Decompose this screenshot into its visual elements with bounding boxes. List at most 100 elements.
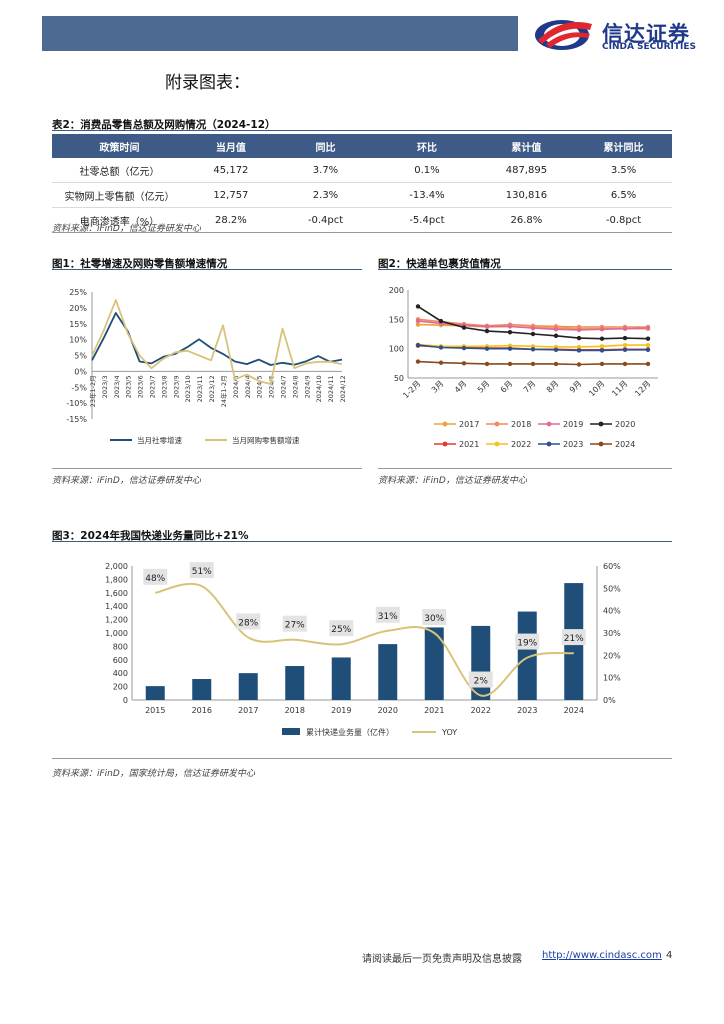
x-tick-label: 2023 xyxy=(517,706,537,715)
col-header: 同比 xyxy=(274,134,377,158)
y-right-tick-label: 0% xyxy=(603,696,616,705)
table-cell: -13.4% xyxy=(376,182,478,208)
series-point xyxy=(507,324,513,329)
data-label: 48% xyxy=(145,574,165,584)
data-label: 25% xyxy=(331,625,351,635)
series-point xyxy=(576,335,582,341)
x-tick-label: 8月 xyxy=(545,379,561,395)
x-tick-label: 2023/7 xyxy=(149,375,157,398)
table-cell: 实物网上零售额（亿元） xyxy=(52,182,188,208)
series-point xyxy=(461,345,467,351)
table-cell: -0.8pct xyxy=(575,207,672,233)
data-label: 21% xyxy=(564,634,584,644)
x-tick-label: 2023/5 xyxy=(125,375,133,398)
fig3-title: 图3：2024年我国快递业务量同比+21% xyxy=(52,530,249,542)
retail-table: 政策时间 当月值 同比 环比 累计值 累计同比 社零总额（亿元） 45,172 … xyxy=(52,134,672,233)
data-label-box xyxy=(236,613,261,630)
y-tick-label: 10% xyxy=(69,336,87,345)
x-tick-label: 1-2月 xyxy=(401,379,422,400)
series-point xyxy=(553,333,559,338)
bar xyxy=(471,625,491,700)
data-label-box xyxy=(468,671,493,688)
x-tick-label: 2024/11 xyxy=(327,375,335,402)
bar xyxy=(192,679,212,700)
x-tick-label: 10月 xyxy=(587,379,606,398)
footer-disclaimer: 请阅读最后一页免责声明及信息披露 xyxy=(362,954,522,965)
table2-title: 表2：消费品零售总额及网购情况（2024-12） xyxy=(52,119,276,131)
x-tick-label: 7月 xyxy=(522,379,538,395)
series-point xyxy=(415,359,421,364)
col-header: 累计同比 xyxy=(575,134,672,158)
col-header: 政策时间 xyxy=(52,134,188,158)
bar xyxy=(145,686,165,700)
x-tick-label: 6月 xyxy=(499,379,515,395)
x-tick-label: 2016 xyxy=(192,706,212,715)
legend-marker xyxy=(598,421,604,427)
data-label-box xyxy=(329,620,354,637)
y-left-tick-label: 200 xyxy=(113,683,128,692)
series-point xyxy=(553,327,559,332)
legend-marker xyxy=(494,441,500,447)
x-tick-label: 2024/7 xyxy=(279,375,287,398)
legend-marker xyxy=(598,441,604,447)
series-point xyxy=(599,344,605,349)
table-cell: 3.7% xyxy=(274,158,377,183)
x-tick-label: 2023/8 xyxy=(160,375,168,398)
series-point xyxy=(576,348,582,353)
x-tick-label: 2023/6 xyxy=(137,375,145,398)
series-point xyxy=(507,346,513,351)
x-tick-label: 2019 xyxy=(331,706,351,715)
y-tick-label: 150 xyxy=(389,315,404,324)
series-point xyxy=(599,361,605,367)
fig1-bottom-rule xyxy=(52,468,362,469)
series-point xyxy=(530,325,536,331)
header-bar xyxy=(42,16,518,51)
x-tick-label: 2021 xyxy=(424,706,444,715)
x-tick-label: 2024/9 xyxy=(303,375,311,398)
legend-label: 当月网购零售额增速 xyxy=(232,435,300,445)
y-left-tick-label: 600 xyxy=(113,656,128,665)
fig2-source: 资料来源：iFinD，信达证券研发中心 xyxy=(378,476,527,486)
y-right-tick-label: 40% xyxy=(603,607,621,616)
fig3-rule xyxy=(52,541,672,542)
fig2-chart: 50 100 150 200 1-2月 3月 4月 5月 6月 7月 8月 9月 10月 11月 12月 20… xyxy=(389,286,658,449)
x-tick-label: 2022 xyxy=(471,706,491,715)
legend-label: 2019 xyxy=(563,420,583,429)
series-point xyxy=(507,361,513,367)
x-tick-label: 2020 xyxy=(378,706,398,715)
y-right-tick-label: 30% xyxy=(603,629,621,638)
data-label: 2% xyxy=(474,677,489,687)
series-point xyxy=(484,328,490,334)
x-tick-label: 11月 xyxy=(610,379,629,398)
series-point xyxy=(622,335,628,341)
table-cell: 12,757 xyxy=(187,182,275,208)
y-tick-label: -10% xyxy=(66,399,87,408)
table-header-row: 政策时间 当月值 同比 环比 累计值 累计同比 xyxy=(52,134,672,158)
legend-label: YOY xyxy=(441,728,457,737)
table-row: 实物网上零售额（亿元） 12,757 2.3% -13.4% 130,816 6… xyxy=(52,182,672,208)
table-cell: 45,172 xyxy=(187,158,275,183)
footer-website-link[interactable]: http://www.cindasc.com xyxy=(542,950,662,961)
series-point xyxy=(507,330,513,335)
series-point xyxy=(622,361,628,367)
table-cell: 3.5% xyxy=(575,158,672,183)
y-tick-label: 100 xyxy=(389,345,404,354)
table-cell: 6.5% xyxy=(575,182,672,208)
bar xyxy=(424,627,444,700)
logo-en-text: CINDA SECURITIES xyxy=(602,42,696,52)
data-label-box xyxy=(422,609,447,625)
legend-label: 累计快递业务量（亿件） xyxy=(306,727,394,737)
y-left-tick-label: 1,600 xyxy=(105,589,128,598)
series-line xyxy=(91,312,343,366)
series-point xyxy=(599,348,605,353)
series-line xyxy=(91,298,343,385)
table-cell: 电商渗透率（%） xyxy=(52,207,188,233)
series-point xyxy=(415,304,421,309)
bar xyxy=(378,644,398,700)
legend-label: 2024 xyxy=(615,440,635,449)
cinda-logo-icon xyxy=(535,20,592,50)
fig1-source: 资料来源：iFinD，信达证券研发中心 xyxy=(52,476,201,486)
y-tick-label: 15% xyxy=(69,320,87,329)
x-tick-label: 2018 xyxy=(285,706,305,715)
series-point xyxy=(530,347,536,352)
